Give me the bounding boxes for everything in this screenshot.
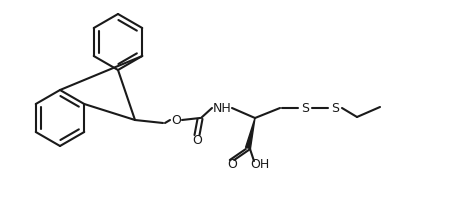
Text: S: S: [331, 102, 339, 115]
Text: S: S: [301, 102, 309, 115]
Text: O: O: [171, 113, 181, 126]
Text: OH: OH: [250, 158, 270, 172]
Text: NH: NH: [212, 102, 231, 115]
Text: O: O: [192, 134, 202, 147]
Text: O: O: [227, 158, 237, 172]
Polygon shape: [246, 118, 255, 149]
